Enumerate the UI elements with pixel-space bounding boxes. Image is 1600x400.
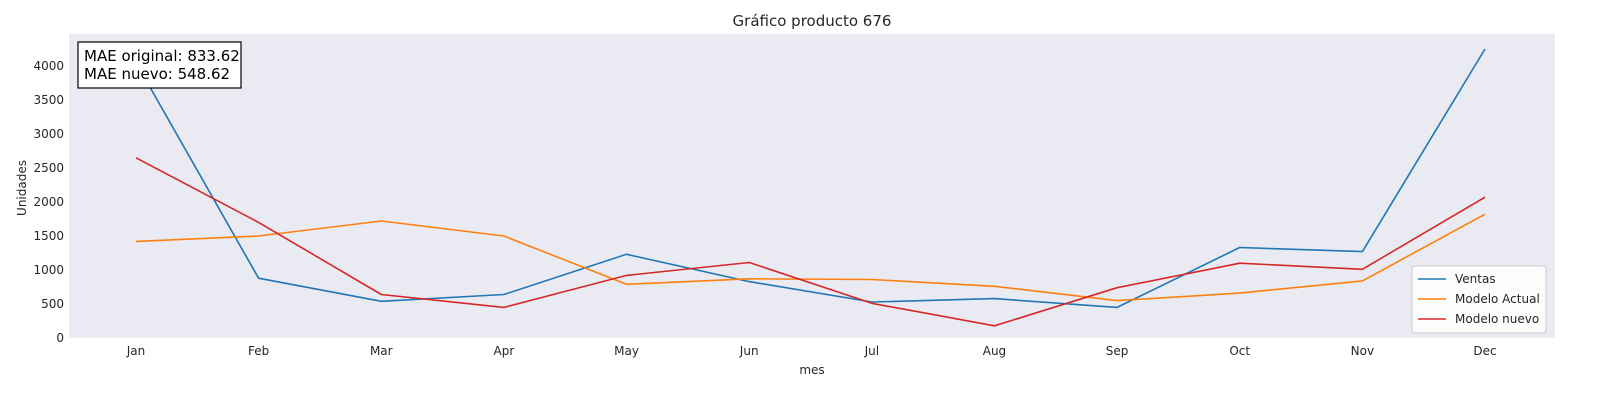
x-tick-label: Jul xyxy=(864,344,879,358)
x-tick-label: Mar xyxy=(370,344,393,358)
legend-frame xyxy=(1411,265,1547,334)
y-tick-label: 3000 xyxy=(33,127,64,141)
y-tick-label: 2500 xyxy=(33,161,64,175)
legend-label: Modelo Actual xyxy=(1455,292,1540,306)
x-tick-label: Jun xyxy=(739,344,759,358)
legend: Ventas Modelo Actual Modelo nuevo xyxy=(1411,265,1547,334)
y-tick-label: 4000 xyxy=(33,59,64,73)
legend-label: Ventas xyxy=(1455,272,1496,286)
y-axis-label: Unidades xyxy=(15,160,29,216)
x-tick-label: May xyxy=(614,344,639,358)
annotation-frame xyxy=(77,41,242,89)
y-tick-label: 1000 xyxy=(33,263,64,277)
x-tick-label: Oct xyxy=(1229,344,1250,358)
mae-annotation-box: MAE original: 833.62 MAE nuevo: 548.62 xyxy=(77,41,242,89)
legend-label: Modelo nuevo xyxy=(1455,312,1539,326)
x-axis-ticks: Jan Feb Mar Apr May Jun Jul Aug Sep Oct Nov Dec xyxy=(126,344,1497,358)
y-tick-label: 0 xyxy=(56,331,64,345)
series-line-0 xyxy=(135,48,1486,309)
x-tick-label: Dec xyxy=(1473,344,1496,358)
x-tick-label: Feb xyxy=(248,344,269,358)
y-tick-label: 3500 xyxy=(33,93,64,107)
x-tick-label: Jan xyxy=(126,344,146,358)
y-tick-label: 2000 xyxy=(33,195,64,209)
chart-title: Gráfico producto 676 xyxy=(733,12,892,30)
x-axis-label: mes xyxy=(799,363,824,377)
annotation-mae-original: MAE original: 833.62 xyxy=(84,47,240,65)
annotation-mae-nuevo: MAE nuevo: 548.62 xyxy=(84,65,230,83)
y-tick-label: 500 xyxy=(41,297,64,311)
series-line-1 xyxy=(135,213,1486,302)
y-axis-ticks: 0 500 1000 1500 2000 2500 3000 3500 4000 xyxy=(33,59,64,345)
x-tick-label: Nov xyxy=(1351,344,1374,358)
plot-area xyxy=(69,34,1555,338)
y-tick-label: 1500 xyxy=(33,229,64,243)
series-lines xyxy=(135,48,1486,327)
x-tick-label: Aug xyxy=(983,344,1006,358)
series-line-2 xyxy=(135,157,1486,327)
x-tick-label: Sep xyxy=(1106,344,1129,358)
x-tick-label: Apr xyxy=(494,344,515,358)
